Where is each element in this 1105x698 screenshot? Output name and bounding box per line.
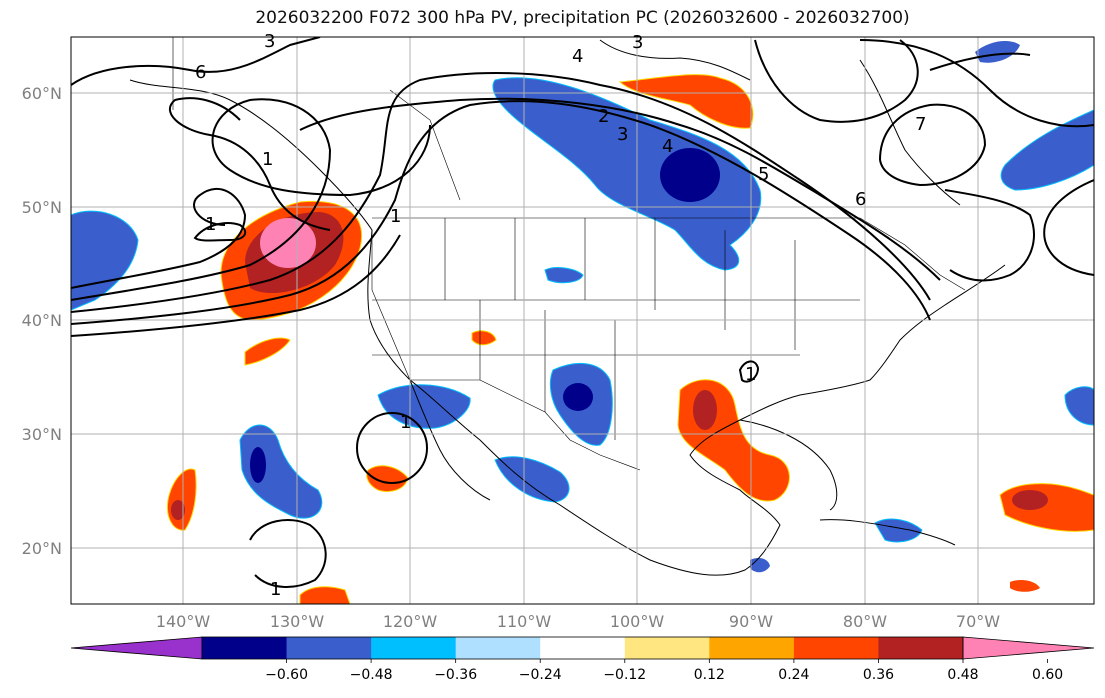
- contour-label: 4: [662, 136, 673, 157]
- precip-field: [71, 40, 1094, 604]
- contour-label: 3: [617, 124, 628, 145]
- latitude-labels: 60°N 50°N 40°N 30°N 20°N: [22, 84, 62, 558]
- colorbar-tick-label: −0.12: [603, 667, 646, 683]
- colorbar-tick-label: −0.48: [350, 667, 393, 683]
- colorbar-frame: [201, 636, 964, 660]
- contour-label: 4: [572, 46, 583, 67]
- colorbar-tick-label: 0.60: [1032, 667, 1063, 683]
- contour-label: 1: [400, 412, 411, 433]
- contour-label: 1: [270, 579, 281, 600]
- lat-label: 60°N: [22, 84, 62, 103]
- colorbar-bin: [624, 637, 710, 659]
- political-borders: [172, 37, 966, 471]
- lon-label: 140°W: [156, 612, 211, 631]
- colorbar-bin: [793, 637, 879, 659]
- contour-label: 5: [758, 164, 769, 185]
- contour-label-group: 3 6 4 3 1 2 3 4 5 6 7 1 1 1 1 1: [195, 31, 926, 600]
- contour-label: 3: [264, 31, 275, 52]
- colorbar-bin: [540, 637, 626, 659]
- lat-label: 20°N: [22, 539, 62, 558]
- coastlines: [129, 39, 1006, 576]
- colorbar-bin: [709, 637, 795, 659]
- figure-title: 2026032200 F072 300 hPa PV, precipitatio…: [255, 8, 910, 28]
- colorbar-bin: [878, 637, 964, 659]
- contour-label: 1: [262, 149, 273, 170]
- colorbar-bin: [202, 637, 288, 659]
- colorbar-tick-label: 0.48: [947, 667, 978, 683]
- colorbar-tick-label: −0.36: [434, 667, 477, 683]
- lon-label: 110°W: [497, 612, 552, 631]
- lon-label: 70°W: [956, 612, 1000, 631]
- contour-label: 7: [915, 114, 926, 135]
- colorbar-tick-label: 0.36: [863, 667, 894, 683]
- colorbar-bin: [455, 637, 541, 659]
- contour-label: 2: [598, 106, 609, 127]
- colorbar-tick-label: 0.24: [778, 667, 809, 683]
- lon-label: 80°W: [843, 612, 887, 631]
- colorbar-extend-low: [70, 636, 203, 660]
- colorbar-tick-label: −0.24: [519, 667, 562, 683]
- lat-label: 40°N: [22, 311, 62, 330]
- contour-label: 3: [632, 32, 643, 53]
- colorbar-tick-label: −0.60: [265, 667, 308, 683]
- pv-contours: [71, 37, 1094, 588]
- map-frame: [70, 36, 1095, 605]
- lon-label: 120°W: [383, 612, 438, 631]
- longitude-labels: 140°W 130°W 120°W 110°W 100°W 90°W 80°W …: [156, 612, 1000, 631]
- colorbar-extend-high: [962, 636, 1095, 660]
- lon-label: 130°W: [270, 612, 325, 631]
- colorbar: −0.60 −0.48 −0.36 −0.24 −0.12 0.12 0.24 0.36 0.4…: [70, 636, 1095, 683]
- contour-label: 6: [855, 189, 866, 210]
- colorbar-bin: [371, 637, 457, 659]
- lon-label: 100°W: [610, 612, 665, 631]
- contour-label: 1: [205, 214, 216, 235]
- contour-label: 6: [195, 62, 206, 83]
- colorbar-bin: [286, 637, 372, 659]
- contour-label: 1: [390, 206, 401, 227]
- lon-label: 90°W: [729, 612, 773, 631]
- lat-label: 30°N: [22, 425, 62, 444]
- lat-label: 50°N: [22, 198, 62, 217]
- colorbar-tick-label: 0.12: [694, 667, 725, 683]
- contour-label: 1: [745, 364, 756, 385]
